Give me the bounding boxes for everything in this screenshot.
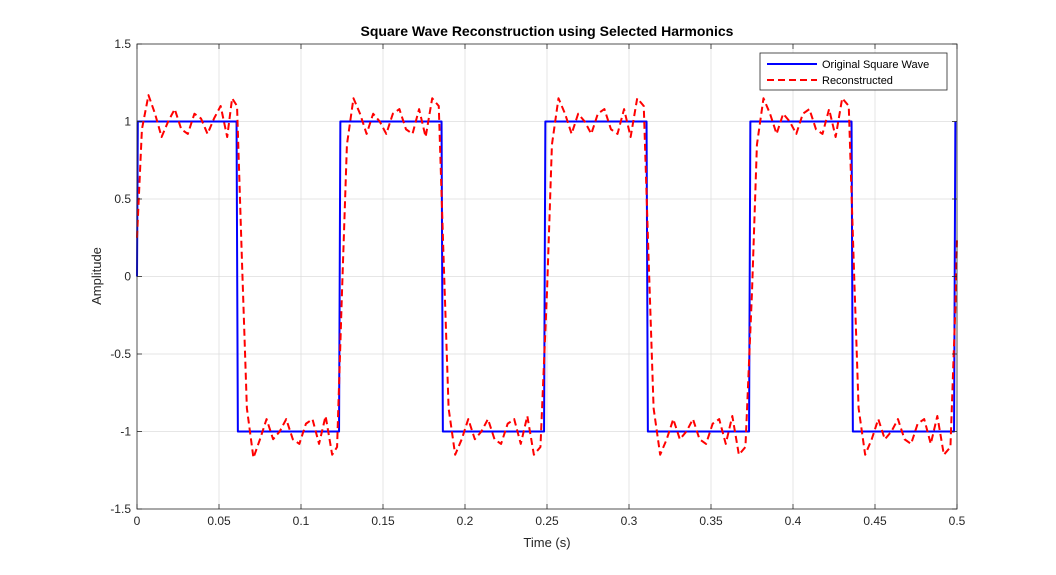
- x-tick-label: 0.15: [371, 514, 395, 528]
- y-axis-label: Amplitude: [89, 247, 104, 305]
- legend-label-original: Original Square Wave: [822, 59, 929, 71]
- y-tick-label: -1.5: [110, 502, 131, 516]
- x-tick-label: 0.1: [293, 514, 310, 528]
- legend-box: [759, 52, 948, 91]
- series-layer: [136, 94, 958, 459]
- x-tick-label: 0.35: [699, 514, 723, 528]
- y-tick-label: -1: [120, 425, 131, 439]
- x-axis-label: Time (s): [523, 535, 570, 550]
- legend: Original Square Wave Reconstructed: [759, 52, 948, 91]
- y-tick-label: 1.5: [114, 37, 131, 51]
- x-tick-label: 0.3: [621, 514, 638, 528]
- x-tick-label: 0.2: [457, 514, 474, 528]
- y-tick-label: -0.5: [110, 347, 131, 361]
- x-tick-label: 0.45: [863, 514, 887, 528]
- x-tick-label: 0.05: [207, 514, 231, 528]
- y-tick-label: 1: [124, 115, 131, 129]
- x-tick-label: 0.5: [949, 514, 966, 528]
- series-reconstructed: [136, 94, 958, 459]
- x-tick-label: 0: [134, 514, 141, 528]
- legend-label-reconstructed: Reconstructed: [822, 75, 893, 87]
- chart-title: Square Wave Reconstruction using Selecte…: [361, 23, 734, 39]
- x-tick-label: 0.25: [535, 514, 559, 528]
- ticks: 0 0.05 0.1 0.15 0.2 0.25 0.3 0.35 0.4 0.45 0.5 -1.5…: [110, 37, 965, 528]
- x-tick-label: 0.4: [785, 514, 802, 528]
- y-tick-label: 0.5: [114, 192, 131, 206]
- series-original-square-wave: [136, 120, 957, 433]
- y-tick-label: 0: [124, 270, 131, 284]
